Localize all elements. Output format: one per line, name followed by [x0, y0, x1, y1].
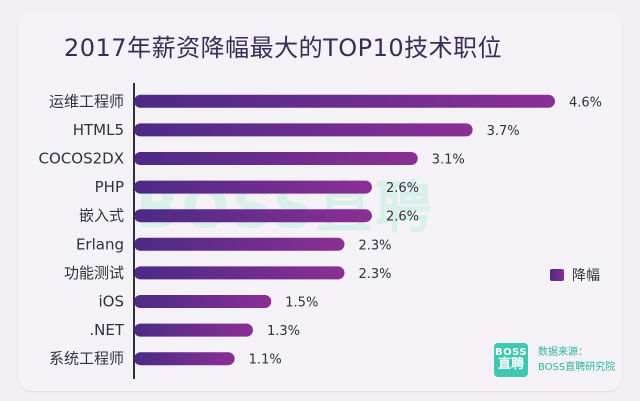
legend-label: 降幅: [572, 268, 600, 284]
category-label: iOS: [99, 293, 125, 311]
value-label: 2.6%: [386, 181, 419, 196]
value-label: 1.3%: [267, 324, 300, 339]
category-label: Erlang: [76, 235, 124, 253]
value-label: 1.5%: [285, 296, 318, 311]
category-label: 嵌入式: [79, 207, 124, 225]
value-label: 4.6%: [569, 95, 602, 110]
value-label: 3.1%: [432, 153, 465, 168]
bar: [134, 295, 272, 308]
source-name: BOSS直聘研究院: [538, 362, 616, 373]
chart-title: 2017年薪资降幅最大的TOP10技术职位: [64, 34, 503, 62]
source-text: 数据来源： BOSS直聘研究院: [538, 345, 615, 375]
bar: [134, 152, 418, 165]
value-label: 3.7%: [487, 124, 520, 139]
value-label: 2.3%: [359, 238, 392, 253]
logo-line1: BOSS: [494, 346, 528, 358]
value-label: 1.1%: [249, 353, 282, 368]
value-label: 2.3%: [359, 267, 392, 282]
source-label: 数据来源：: [538, 347, 588, 358]
bar: [134, 209, 372, 223]
chart-card: [18, 10, 622, 391]
category-label: HTML5: [73, 121, 124, 139]
bar: [134, 352, 235, 366]
bar: [134, 266, 345, 280]
bar: [134, 94, 555, 108]
category-label: COCOS2DX: [39, 150, 124, 168]
bar: [134, 123, 473, 137]
category-label: .NET: [89, 321, 124, 339]
bar: [134, 180, 372, 194]
data-source: BOSS 直聘 数据来源： BOSS直聘研究院: [494, 343, 615, 377]
bar: [134, 323, 253, 337]
category-label: 系统工程师: [49, 350, 124, 368]
logo-line2: 直聘: [497, 357, 524, 373]
boss-logo: BOSS 直聘: [494, 343, 528, 377]
bar: [134, 237, 345, 251]
category-label: 功能测试: [64, 264, 124, 282]
category-label: PHP: [95, 178, 124, 196]
legend: 降幅: [550, 265, 600, 285]
legend-swatch: [550, 269, 564, 281]
category-label: 运维工程师: [49, 92, 124, 110]
value-label: 2.6%: [386, 210, 419, 225]
